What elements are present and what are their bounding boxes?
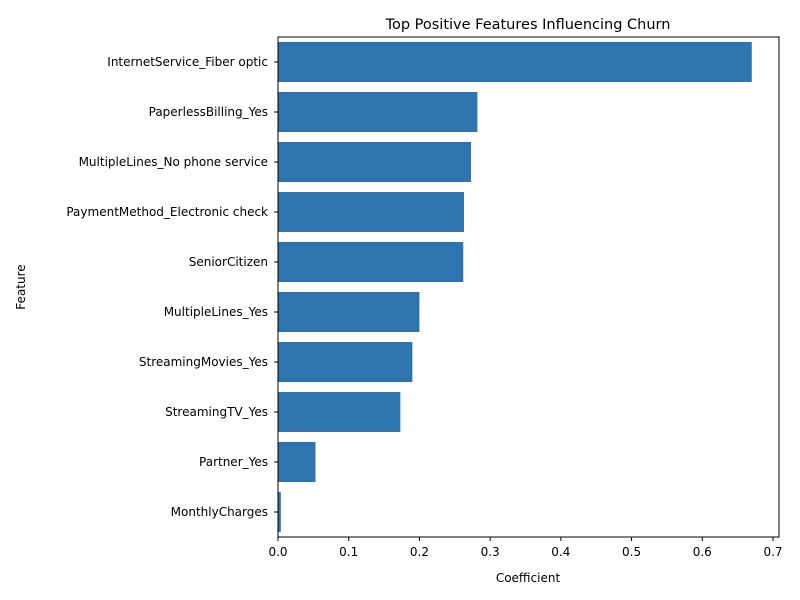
plot-frame <box>277 36 780 538</box>
x-tick-label: 0.7 <box>763 545 782 559</box>
x-tick-label: 0.4 <box>551 545 570 559</box>
y-tick-label: Partner_Yes <box>199 455 268 469</box>
y-tick-label: StreamingTV_Yes <box>165 405 268 419</box>
y-tick-label: SeniorCitizen <box>189 255 268 269</box>
y-tick-label: MonthlyCharges <box>171 505 268 519</box>
bar <box>278 392 401 432</box>
bar <box>278 342 413 382</box>
y-axis-title: Feature <box>14 264 28 309</box>
y-axis-ticks: InternetService_Fiber optic PaperlessBill… <box>66 55 278 519</box>
y-tick-label: InternetService_Fiber optic <box>107 55 268 69</box>
y-tick-label: PaymentMethod_Electronic check <box>66 205 268 219</box>
x-tick-label: 0.3 <box>481 545 500 559</box>
bar <box>278 92 478 132</box>
y-tick-label: StreamingMovies_Yes <box>139 355 268 369</box>
x-axis-title: Coefficient <box>496 571 561 585</box>
x-tick-label: 0.5 <box>622 545 641 559</box>
bar <box>278 492 281 532</box>
bar <box>278 192 464 232</box>
y-tick-label: PaperlessBilling_Yes <box>149 105 268 119</box>
bar <box>278 442 316 482</box>
x-tick-label: 0.6 <box>693 545 712 559</box>
y-tick-label: MultipleLines_No phone service <box>79 155 268 169</box>
bar <box>278 142 472 182</box>
x-tick-label: 0.2 <box>410 545 429 559</box>
bar <box>278 242 464 282</box>
x-axis-ticks: 0.0 0.1 0.2 0.3 0.4 0.5 0.6 0.7 <box>268 537 783 559</box>
x-tick-label: 0.0 <box>268 545 287 559</box>
y-tick-label: MultipleLines_Yes <box>164 305 268 319</box>
bars-group <box>278 42 752 532</box>
bar <box>278 292 420 332</box>
chart-title: Top Positive Features Influencing Churn <box>385 17 671 33</box>
x-tick-label: 0.1 <box>339 545 358 559</box>
bar <box>278 42 752 82</box>
